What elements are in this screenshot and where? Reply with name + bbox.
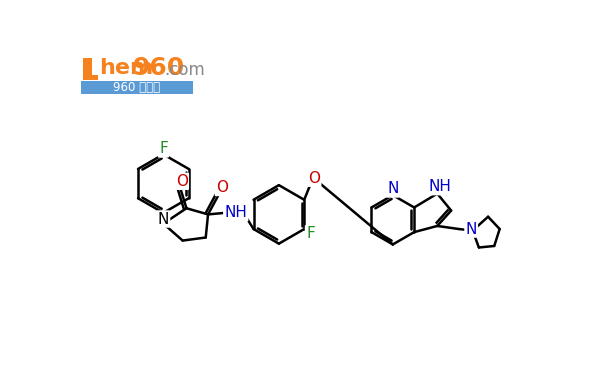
Text: N: N — [387, 182, 399, 196]
Text: N: N — [465, 222, 477, 237]
Text: NH: NH — [224, 206, 247, 220]
Polygon shape — [82, 58, 98, 80]
Text: 960 化工网: 960 化工网 — [113, 81, 160, 94]
Text: O: O — [216, 180, 228, 195]
Text: F: F — [306, 226, 315, 241]
Text: N: N — [158, 211, 169, 226]
Text: NH: NH — [429, 179, 452, 194]
Text: F: F — [159, 141, 168, 156]
Bar — [81, 81, 192, 93]
Text: 960: 960 — [132, 56, 185, 80]
Text: .com: .com — [164, 61, 205, 79]
Text: O: O — [176, 174, 188, 189]
Text: hem: hem — [99, 58, 154, 78]
Text: O: O — [308, 171, 320, 186]
